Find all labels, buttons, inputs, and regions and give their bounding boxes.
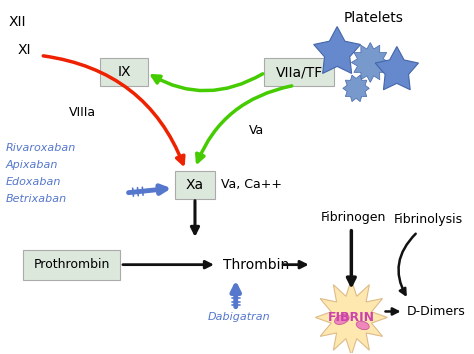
Text: XI: XI	[18, 42, 31, 57]
Polygon shape	[375, 46, 419, 90]
Polygon shape	[343, 75, 369, 102]
FancyBboxPatch shape	[264, 58, 334, 86]
FancyBboxPatch shape	[175, 171, 215, 199]
Text: Betrixaban: Betrixaban	[5, 194, 66, 204]
Text: XII: XII	[8, 15, 26, 29]
Text: Edoxaban: Edoxaban	[5, 177, 61, 187]
Text: Apixaban: Apixaban	[5, 160, 58, 170]
Text: Fibrinolysis: Fibrinolysis	[394, 213, 463, 226]
Text: D-Dimers: D-Dimers	[406, 305, 465, 318]
Text: Xa: Xa	[186, 178, 204, 192]
Text: Fibrinogen: Fibrinogen	[321, 211, 386, 224]
Text: FIBRIN: FIBRIN	[328, 311, 375, 324]
Text: Dabigatran: Dabigatran	[207, 313, 270, 322]
Text: IX: IX	[117, 65, 131, 79]
Polygon shape	[351, 42, 389, 82]
Text: VIIIa: VIIIa	[69, 106, 96, 119]
Polygon shape	[314, 27, 361, 73]
Text: VIIa/TF: VIIa/TF	[275, 65, 323, 79]
Ellipse shape	[335, 314, 349, 325]
Text: Platelets: Platelets	[344, 11, 404, 25]
Polygon shape	[315, 280, 387, 354]
Text: Rivaroxaban: Rivaroxaban	[5, 143, 76, 153]
FancyBboxPatch shape	[23, 250, 120, 280]
Text: Thrombin: Thrombin	[223, 258, 290, 272]
Ellipse shape	[356, 321, 369, 330]
Text: Va, Ca++: Va, Ca++	[220, 178, 282, 192]
FancyBboxPatch shape	[100, 58, 147, 86]
Text: Va: Va	[249, 124, 264, 137]
Text: Prothrombin: Prothrombin	[34, 258, 110, 271]
